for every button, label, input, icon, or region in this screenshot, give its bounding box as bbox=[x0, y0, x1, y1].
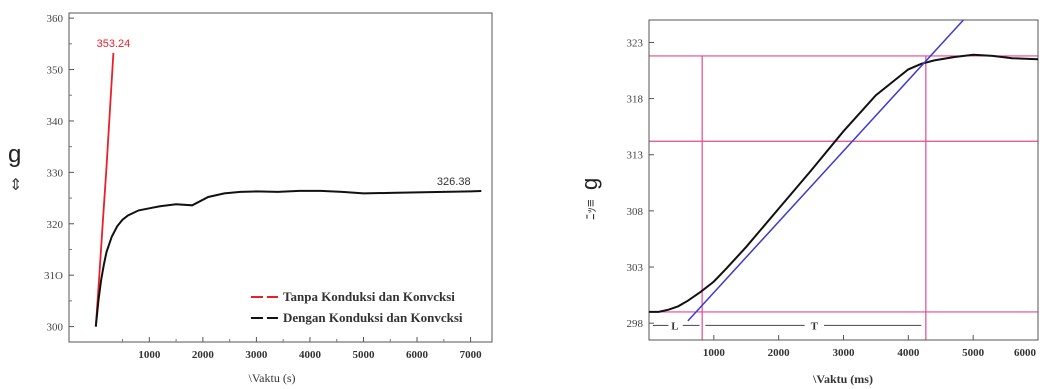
chart-right: 298 303 308 313 318 323 1000 2000 3000 4000 5000 6… bbox=[577, 19, 1039, 386]
y-tick-label: 323 bbox=[627, 37, 644, 49]
x-tick-label: 1000 bbox=[138, 349, 161, 361]
y-tick-label: 303 bbox=[627, 262, 644, 274]
chart-left-frame bbox=[68, 12, 493, 343]
chart-right-x-ticks: 1000 2000 3000 4000 5000 6000 bbox=[703, 335, 1039, 359]
chart-right-frame bbox=[648, 19, 1039, 341]
y-tick-label: 350 bbox=[47, 65, 64, 77]
chart-left-x-ticks: 1000 2000 3000 4000 5000 6000 7000 bbox=[122, 337, 483, 361]
chart-right-x-axis-label: \Vaktu (ms) bbox=[812, 372, 873, 386]
y-tick-label: 340 bbox=[47, 116, 64, 128]
x-tick-label: 2000 bbox=[768, 347, 791, 359]
x-tick-label: 6000 bbox=[406, 349, 429, 361]
chart-right-reference-lines bbox=[649, 55, 1038, 340]
chart-left-annotations: 353.24 326.38 bbox=[97, 38, 471, 188]
legend-label-dengan: Dengan Konduksi dan Konvcksi bbox=[283, 310, 463, 325]
x-tick-label: 4000 bbox=[299, 349, 322, 361]
chart-left-y-axis-arrow-icon: ⇕ bbox=[9, 177, 22, 194]
x-tick-label: 7000 bbox=[460, 349, 483, 361]
x-tick-label: 3000 bbox=[245, 349, 268, 361]
chart-right-y-axis-label: g bbox=[577, 178, 602, 190]
chart-left-series bbox=[94, 52, 482, 327]
span-label: T bbox=[811, 320, 819, 332]
chart-right-series bbox=[649, 19, 1039, 322]
chart-right-y-axis-label-extra: ﾆｯ≡ bbox=[583, 199, 598, 220]
chart-left-legend: Tanpa Konduksi dan Konvcksi Dengan Kondu… bbox=[251, 289, 463, 325]
legend-label-tanpa: Tanpa Konduksi dan Konvcksi bbox=[283, 289, 455, 304]
x-tick-label: 5000 bbox=[962, 347, 985, 359]
y-tick-label: 318 bbox=[627, 94, 644, 106]
series-line-data bbox=[649, 53, 1039, 313]
y-tick-label: 360 bbox=[47, 13, 64, 25]
y-tick-label: 330 bbox=[47, 167, 64, 179]
span-label: L bbox=[671, 320, 678, 332]
chart-left-y-ticks: 300 31O 320 330 340 350 360 bbox=[44, 13, 74, 334]
chart-left-y-axis-label: g bbox=[8, 141, 21, 168]
chart-right-y-ticks: 298 303 308 313 318 323 bbox=[627, 37, 654, 330]
y-tick-label: 300 bbox=[47, 322, 64, 334]
data-label: 326.38 bbox=[437, 176, 471, 188]
data-label: 353.24 bbox=[97, 38, 131, 50]
chart-left-x-axis-label: \Vaktu (s) bbox=[249, 371, 296, 385]
y-tick-label: 298 bbox=[627, 318, 644, 330]
x-tick-label: 4000 bbox=[897, 347, 920, 359]
x-tick-label: 3000 bbox=[833, 347, 856, 359]
series-line-dengan bbox=[94, 189, 482, 327]
y-tick-label: 313 bbox=[627, 150, 644, 162]
series-line-tanpa bbox=[94, 52, 115, 327]
y-tick-label: 31O bbox=[44, 270, 63, 282]
y-tick-label: 308 bbox=[627, 206, 644, 218]
chart-left: 300 31O 320 330 340 350 360 1000 2000 3000 4000 50… bbox=[8, 12, 493, 385]
y-tick-label: 320 bbox=[47, 219, 64, 231]
x-tick-label: 6000 bbox=[1014, 347, 1037, 359]
x-tick-label: 1000 bbox=[703, 347, 726, 359]
x-tick-label: 5000 bbox=[352, 349, 375, 361]
x-tick-label: 2000 bbox=[192, 349, 215, 361]
series-line-tangent bbox=[687, 19, 964, 322]
